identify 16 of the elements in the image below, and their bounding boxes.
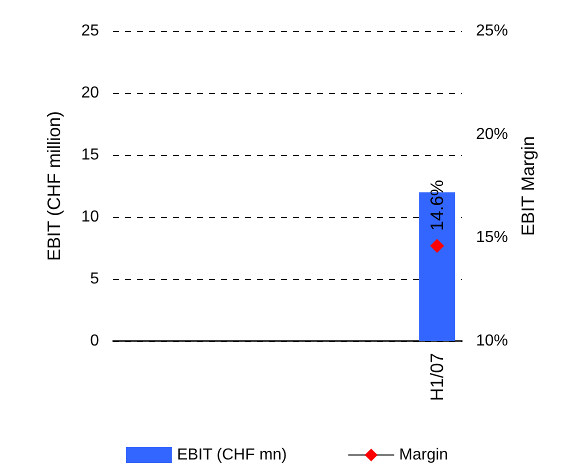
y-tick-label: 5 <box>90 270 100 288</box>
legend-label: EBIT (CHF mn) <box>176 446 287 464</box>
y-tick-label: 0 <box>90 332 100 350</box>
y2-tick-label: 25% <box>476 22 508 40</box>
data-label: 14.6% <box>427 180 448 231</box>
y2-axis-title: EBIT Margin <box>518 136 538 236</box>
y-tick-label: 20 <box>81 84 100 102</box>
legend-label: Margin <box>399 446 448 464</box>
y-tick-label: 25 <box>81 22 100 40</box>
y2-tick-label: 20% <box>476 126 508 143</box>
y2-tick-label: 10% <box>476 332 508 350</box>
x-tick-label: H1/07 <box>427 353 448 402</box>
y-tick-label: 15 <box>81 146 100 164</box>
y-tick-label: 10 <box>81 208 100 226</box>
y-axis-title: EBIT (CHF million) <box>44 111 64 261</box>
y2-tick-label: 15% <box>476 229 508 246</box>
